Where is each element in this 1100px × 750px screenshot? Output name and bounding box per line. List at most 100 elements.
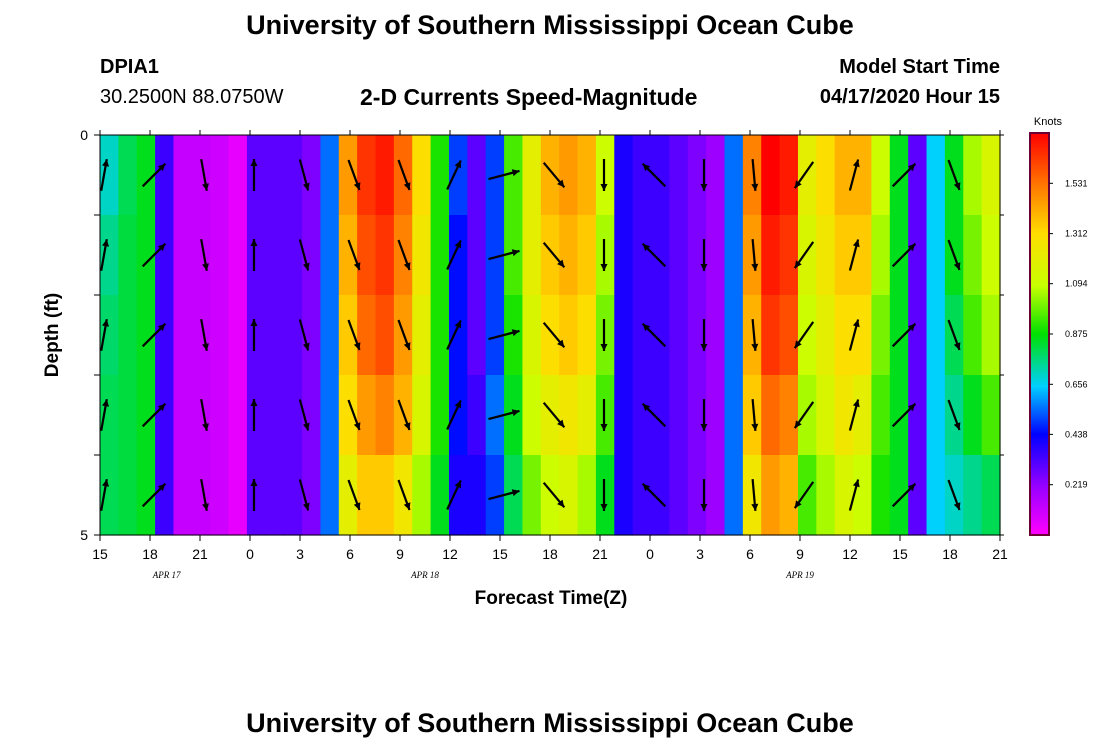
current-arrow [141,402,167,428]
heat-cell [283,375,303,456]
y-axis-ticks: 05 [80,127,1004,543]
heat-cell [412,375,432,456]
heat-cell [467,455,487,536]
heat-cell [981,215,1001,296]
heat-cell [651,455,670,536]
heat-cell [357,215,377,296]
x-tick-label: 18 [142,546,158,562]
heat-cell [797,455,817,536]
current-arrow [298,319,310,351]
date-label: APR 19 [785,570,814,580]
heat-cell [779,295,799,376]
heat-cell [761,375,781,456]
heat-cell [210,455,230,536]
current-arrow [600,239,608,271]
current-arrow [600,479,608,511]
heat-cell [136,215,156,296]
current-arrow [347,479,361,511]
heat-cell [779,135,799,216]
page-title: University of Southern Mississippi Ocean… [246,10,854,40]
heat-cell [797,215,817,296]
heat-cell [173,215,193,296]
current-arrow [397,239,411,271]
heat-cell [853,135,873,216]
heat-cell [981,135,1001,216]
heat-cell [320,135,340,216]
heat-cell [651,135,670,216]
heat-cell [687,375,707,456]
current-arrow [397,159,411,191]
heat-cell [595,295,615,376]
heat-cell [706,295,726,376]
current-arrow [397,479,411,511]
heat-cell [577,215,597,296]
heat-cell [412,295,432,376]
arrow-layer [100,159,961,511]
heat-cell [136,375,156,456]
heat-cell [155,375,175,456]
heat-cell [724,215,744,296]
heat-cell [724,135,744,216]
current-arrow [751,159,759,191]
heat-cell [100,215,119,296]
heat-cell [559,375,579,456]
heat-cell [155,135,175,216]
heat-cell [559,295,579,376]
x-tick-label: 18 [542,546,558,562]
x-tick-label: 15 [492,546,508,562]
heat-cell [412,455,432,536]
heat-cell [651,215,670,296]
heat-cell [816,135,836,216]
heat-cell [687,455,707,536]
current-arrow [848,479,860,511]
heat-cell [834,375,854,456]
current-arrow [947,399,961,431]
current-arrow [848,159,860,191]
current-arrow [298,239,310,271]
heat-cell [779,455,799,536]
current-arrow [700,319,708,351]
heat-cell [540,135,560,216]
heat-cell [173,295,193,376]
heat-cell [320,215,340,296]
heat-cell [210,215,230,296]
heat-cell [412,135,432,216]
heat-cell [908,135,928,216]
current-arrow [100,399,109,431]
x-tick-label: 21 [992,546,1008,562]
current-arrow [751,399,759,431]
heat-cell [761,455,781,536]
heat-cell [265,375,285,456]
current-arrow [848,399,860,431]
current-arrow [298,399,310,431]
y-axis-label: Depth (ft) [42,293,63,377]
x-tick-label: 18 [942,546,958,562]
current-arrow [488,409,520,421]
heat-cell [761,215,781,296]
x-tick-label: 9 [796,546,804,562]
heat-cell [632,375,652,456]
footer-title: University of Southern Mississippi Ocean… [246,708,854,738]
current-arrow [298,159,310,191]
current-arrow [100,319,109,351]
heat-cell [540,455,560,536]
heat-cell [871,135,891,216]
heat-cell [632,455,652,536]
heat-cell [632,135,652,216]
heat-cell [724,295,744,376]
heat-cell [522,135,542,216]
current-arrow [793,401,815,429]
heat-cell [889,295,909,376]
heat-cell [779,375,799,456]
current-arrow [891,482,917,508]
heat-cell [540,215,560,296]
heat-cell [963,135,983,216]
station-id: DPIA1 [100,56,159,78]
current-arrow [488,489,520,501]
y-tick-label: 0 [80,127,88,143]
heat-cell [246,295,266,376]
heat-cell [706,215,726,296]
heat-cell [614,375,634,456]
model-start-value: 04/17/2020 Hour 15 [819,86,1000,108]
